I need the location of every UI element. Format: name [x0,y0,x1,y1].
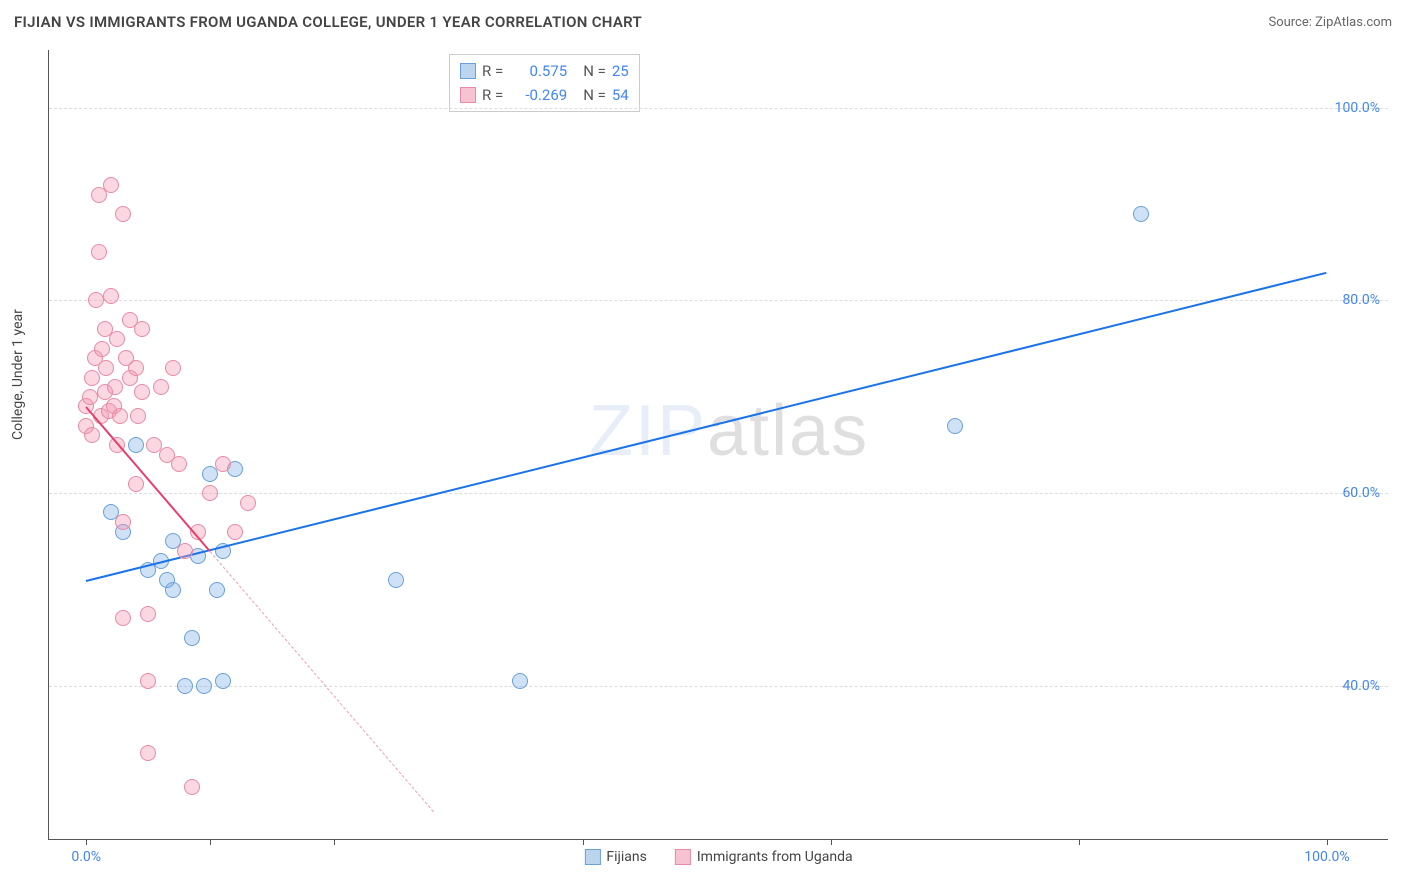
gridline [49,300,1388,301]
data-point [115,206,131,222]
stats-swatch-icon [460,87,476,103]
data-point [98,360,114,376]
stats-swatch-icon [460,63,476,79]
legend-swatch-icon [584,849,600,865]
data-point [128,437,144,453]
x-tick [86,839,87,845]
data-point [196,678,212,694]
data-point [82,389,98,405]
trend-line [86,272,1327,582]
watermark: ZIPatlas [589,390,869,472]
chart-header: FIJIAN VS IMMIGRANTS FROM UGANDA COLLEGE… [0,0,1406,44]
trend-line [210,551,434,812]
x-tick-label: 0.0% [71,849,101,865]
data-point [103,288,119,304]
data-point [215,456,231,472]
stats-row: R =0.575N =25 [460,59,629,83]
data-point [215,673,231,689]
data-point [115,610,131,626]
data-point [112,408,128,424]
data-point [165,360,181,376]
gridline [49,493,1388,494]
x-tick [334,839,335,845]
data-point [115,514,131,530]
trend-line [85,407,211,553]
data-point [227,524,243,540]
correlation-stats-box: R =0.575N =25R =-0.269N =54 [449,54,640,112]
data-point [140,673,156,689]
data-point [153,379,169,395]
legend-item-uganda: Immigrants from Uganda [675,849,853,865]
x-tick-label: 100.0% [1304,849,1349,865]
data-point [84,370,100,386]
legend-item-fijians: Fijians [584,849,646,865]
y-tick-label: 60.0% [1342,485,1380,501]
source-attribution: Source: ZipAtlas.com [1268,15,1392,30]
data-point [103,177,119,193]
data-point [130,408,146,424]
data-point [134,384,150,400]
data-point [240,495,256,511]
scatter-plot: ZIPatlas R =0.575N =25R =-0.269N =54 Fij… [48,50,1388,840]
gridline [49,108,1388,109]
stats-row: R =-0.269N =54 [460,83,629,107]
x-tick [1327,839,1328,845]
y-axis-label: College, Under 1 year [10,309,26,440]
data-point [107,379,123,395]
x-tick [583,839,584,845]
data-point [88,292,104,308]
data-point [177,678,193,694]
data-point [165,582,181,598]
data-point [177,543,193,559]
data-point [128,360,144,376]
data-point [512,673,528,689]
data-point [202,485,218,501]
x-tick [1079,839,1080,845]
data-point [94,341,110,357]
chart-title: FIJIAN VS IMMIGRANTS FROM UGANDA COLLEGE… [14,13,642,31]
data-point [140,606,156,622]
data-point [140,745,156,761]
data-point [184,779,200,795]
data-point [947,418,963,434]
x-tick [210,839,211,845]
y-tick-label: 40.0% [1342,678,1380,694]
data-point [91,244,107,260]
data-point [134,321,150,337]
legend-swatch-icon [675,849,691,865]
gridline [49,686,1388,687]
data-point [184,630,200,646]
y-tick-label: 80.0% [1342,292,1380,308]
data-point [171,456,187,472]
data-point [388,572,404,588]
data-point [1133,206,1149,222]
x-tick [831,839,832,845]
data-point [84,427,100,443]
data-point [109,331,125,347]
data-point [209,582,225,598]
y-tick-label: 100.0% [1335,100,1380,116]
data-point [128,476,144,492]
legend: Fijians Immigrants from Uganda [584,849,852,865]
